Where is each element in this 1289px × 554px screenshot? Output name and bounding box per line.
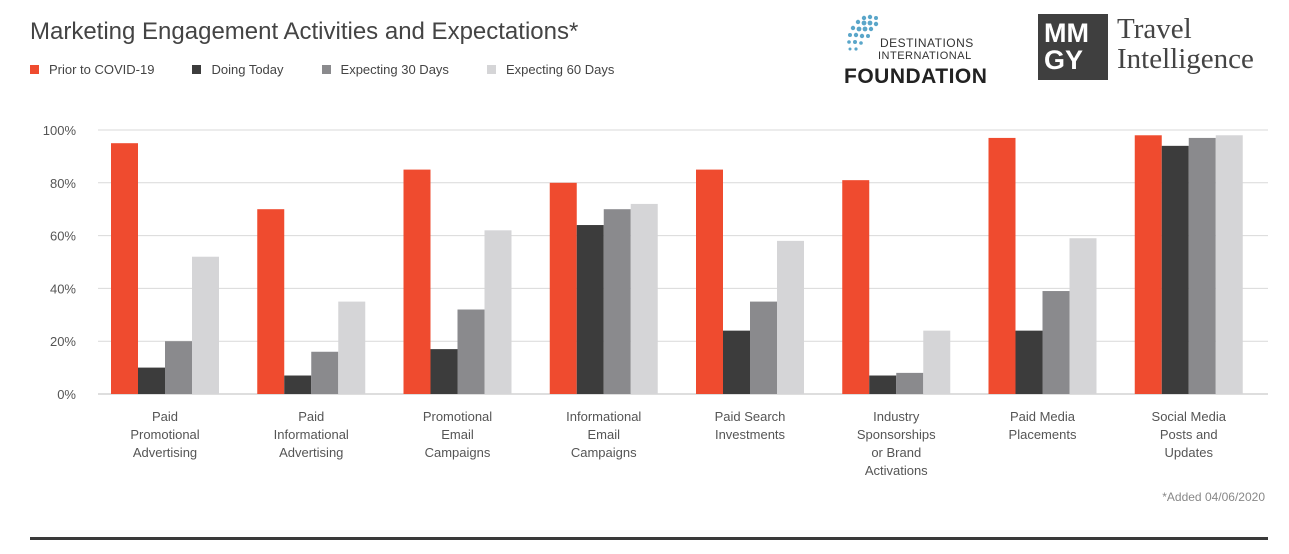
x-tick-label: Email [587, 427, 620, 442]
bar [750, 301, 777, 394]
bar [165, 341, 192, 394]
bar [923, 330, 951, 394]
bar [430, 349, 458, 394]
legend-swatch-60days [486, 65, 496, 74]
globe-icon [847, 14, 879, 51]
y-tick-label: 20% [50, 334, 76, 349]
bar [896, 372, 924, 394]
bar [988, 137, 1016, 395]
y-tick-label: 100% [43, 123, 77, 138]
bottom-rule [30, 537, 1268, 540]
x-tick-label: Social Media [1152, 409, 1227, 424]
bar [284, 375, 312, 394]
x-tick-label: Promotional [423, 409, 492, 424]
x-tick-label: Advertising [279, 445, 343, 460]
legend-label-prior: Prior to COVID-19 [49, 62, 155, 77]
legend-label-60days: Expecting 60 Days [505, 62, 615, 77]
y-tick-label: 0% [57, 387, 76, 402]
bar [111, 143, 138, 394]
bar [1134, 135, 1162, 394]
x-tick-label: Industry [873, 409, 920, 424]
bar [1069, 238, 1097, 394]
intelligence-text: Intelligence [1117, 43, 1254, 75]
y-tick-label: 80% [50, 176, 76, 191]
mmgy-logo-line1: MM [1044, 18, 1089, 48]
bar [257, 209, 285, 394]
bar [1188, 137, 1216, 395]
legend: Prior to COVID-19 Doing Today Expecting … [30, 62, 652, 77]
bar [1215, 135, 1243, 394]
bar [869, 375, 897, 394]
x-tick-label: Paid Media [1010, 409, 1076, 424]
x-tick-label: Paid Search [715, 409, 786, 424]
x-tick-label: or Brand [871, 445, 921, 460]
bar [630, 203, 658, 394]
legend-swatch-today [192, 65, 202, 74]
legend-item-prior: Prior to COVID-19 [30, 62, 154, 77]
destinations-international-logo: DESTINATIONS INTERNATIONAL FOUNDATION [842, 12, 1002, 88]
bar-chart: 0% 20% 40% 60% 80% 100% Paid Promotional Adverti… [43, 123, 1268, 478]
x-tick-label: Campaigns [571, 445, 637, 460]
legend-swatch-30days [321, 65, 331, 74]
x-tick-label: Email [441, 427, 474, 442]
x-tick-label: Paid [152, 409, 178, 424]
x-tick-label: Posts and [1160, 427, 1218, 442]
legend-item-30days: Expecting 30 Days [321, 62, 449, 77]
bar [1042, 291, 1070, 394]
travel-intelligence-logo: Travel Intelligence [1117, 14, 1254, 74]
x-tick-label: Informational [566, 409, 641, 424]
y-tick-label: 40% [50, 281, 76, 296]
x-tick-label: Updates [1165, 445, 1214, 460]
legend-item-today: Doing Today [192, 62, 284, 77]
bar [457, 309, 485, 394]
bar [338, 301, 366, 394]
destinations-text: DESTINATIONS [880, 36, 974, 50]
bar [1015, 330, 1043, 394]
x-tick-label: Informational [274, 427, 349, 442]
x-tick-label: Placements [1009, 427, 1077, 442]
mmgy-logo: MM GY [1038, 14, 1108, 80]
x-tick-label: Sponsorships [857, 427, 936, 442]
bar [549, 182, 577, 394]
x-tick-label: Promotional [130, 427, 199, 442]
legend-item-60days: Expecting 60 Days [486, 62, 615, 77]
travel-text: Travel [1117, 13, 1192, 45]
bar [403, 169, 431, 394]
bar [484, 230, 512, 394]
mmgy-logo-line2: GY [1044, 45, 1084, 75]
legend-label-today: Doing Today [211, 62, 284, 77]
legend-label-30days: Expecting 30 Days [340, 62, 449, 77]
x-tick-label: Campaigns [425, 445, 491, 460]
x-tick-label: Investments [715, 427, 786, 442]
bar [777, 240, 804, 394]
x-tick-label: Advertising [133, 445, 197, 460]
chart-title: Marketing Engagement Activities and Expe… [30, 18, 579, 45]
foundation-text: FOUNDATION [844, 65, 988, 88]
bar [192, 256, 219, 394]
international-text: INTERNATIONAL [878, 50, 972, 62]
x-tick-label: Activations [865, 463, 928, 478]
bar [1161, 145, 1189, 394]
footnote: *Added 04/06/2020 [1162, 490, 1265, 504]
bar [842, 180, 870, 394]
legend-swatch-prior [30, 65, 39, 74]
bar [603, 209, 631, 394]
bar [138, 367, 165, 394]
bar [311, 351, 339, 394]
bar [723, 330, 750, 394]
y-tick-label: 60% [50, 229, 76, 244]
x-tick-label: Paid [298, 409, 324, 424]
bar [696, 169, 723, 394]
bar [576, 225, 604, 394]
